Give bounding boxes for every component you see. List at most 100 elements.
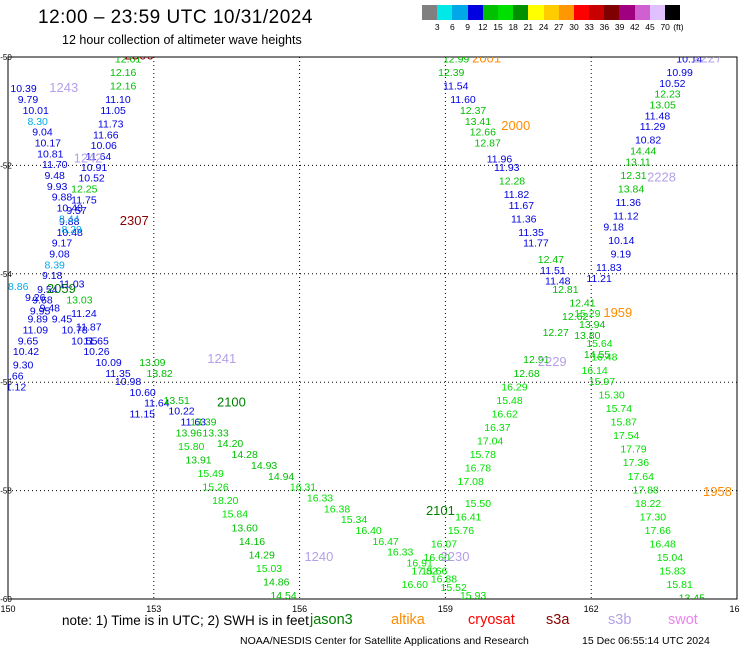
wave-height-value: 11.70	[42, 159, 68, 171]
wave-height-value: 12.81	[552, 284, 578, 296]
wave-height-value: 8.30	[27, 116, 48, 128]
pass-time-label: 2227	[693, 50, 722, 65]
wave-height-value: 12.37	[460, 105, 486, 117]
wave-height-value: 10.48	[57, 202, 83, 214]
wave-height-value: 15.29	[574, 308, 600, 320]
wave-height-value: 9.88	[59, 216, 80, 228]
legend-swatch	[482, 5, 498, 20]
wave-height-value: 11.36	[511, 213, 537, 225]
wave-height-value: 11.35	[105, 368, 131, 380]
legend-swatch	[528, 5, 544, 20]
y-tick-label: -54	[0, 270, 12, 279]
pass-time-label: 2230	[441, 549, 470, 564]
pass-time-label: 1241	[207, 351, 236, 366]
pass-time-label: 2059	[47, 281, 76, 296]
wave-height-value: 10.17	[35, 137, 61, 149]
wave-height-value: 12.47	[538, 254, 564, 266]
wave-height-value: 11.96	[487, 154, 513, 166]
x-tick-label: 153	[146, 604, 161, 614]
wave-height-value: 10.39	[10, 83, 36, 95]
wave-height-value: 12.23	[654, 89, 680, 101]
wave-height-value: 13.82	[147, 368, 173, 380]
generated-timestamp: 15 Dec 06:55:14 UTC 2024	[582, 635, 710, 647]
wave-height-value: 14.44	[630, 146, 656, 158]
wave-height-value: 11.10	[105, 94, 131, 106]
wave-height-value: 11.51	[540, 265, 566, 277]
wave-height-value: 13.39	[190, 417, 216, 429]
wave-height-value: 11.24	[71, 308, 97, 320]
wave-height-value: 13.96	[176, 427, 202, 439]
wave-height-value: 11.12	[613, 211, 639, 223]
wave-height-value: 12.31	[620, 170, 646, 182]
wave-height-value: 8.44	[59, 213, 80, 225]
wave-height-value: 16.91	[407, 557, 433, 569]
page-title: 12:00 – 23:59 UTC 10/31/2024	[38, 7, 313, 28]
x-tick-label: 162	[584, 604, 599, 614]
wave-height-value: 9.08	[49, 249, 70, 261]
wave-height-value: 11.64	[144, 398, 170, 410]
y-tick-label: -58	[0, 487, 12, 496]
wave-height-value: 12.91	[523, 354, 549, 366]
wave-height-value: 11.35	[518, 227, 544, 239]
wave-height-value: 18.20	[212, 495, 238, 507]
legend-unit: (ft)	[673, 22, 684, 32]
wave-height-value: 9.48	[40, 303, 61, 315]
legend-swatch	[452, 5, 468, 20]
satellite-cryosat: cryosat	[468, 612, 515, 628]
wave-height-value: 13.03	[66, 295, 92, 307]
wave-height-value: 16.29	[501, 381, 527, 393]
legend-label: 33	[584, 22, 594, 32]
wave-height-value: 10.42	[13, 346, 39, 358]
wave-height-value: 14.16	[239, 536, 265, 548]
wave-height-value: 13.33	[202, 427, 228, 439]
wave-height-value: 12.16	[110, 67, 136, 79]
wave-height-value: 9.88	[52, 192, 73, 204]
wave-height-value: 15.81	[667, 579, 693, 591]
wave-height-value: 15.50	[465, 498, 491, 510]
wave-height-value: 13.94	[579, 319, 605, 331]
x-tick-label: 150	[0, 604, 15, 614]
wave-height-value: 10.99	[667, 67, 693, 79]
wave-height-value: 14.94	[268, 471, 294, 483]
legend-swatch	[422, 5, 438, 20]
wave-height-value: 15.83	[659, 566, 685, 578]
wave-height-value: 11.09	[23, 324, 49, 336]
wave-height-value: 11.73	[98, 118, 124, 130]
wave-height-value: 16.31	[290, 482, 316, 494]
wave-height-value: 15.66	[421, 566, 447, 578]
wave-height-value: 11.65	[83, 335, 109, 347]
wave-height-value: 13.84	[618, 184, 644, 196]
wave-height-value: 11.21	[586, 273, 612, 285]
legend-swatch	[649, 5, 665, 20]
x-tick-label: 159	[438, 604, 453, 614]
wave-height-value: 12.87	[475, 137, 501, 149]
wave-height-value: 17.64	[628, 471, 654, 483]
wave-height-value: 16.37	[484, 422, 510, 434]
wave-height-value: 15.34	[341, 514, 367, 526]
legend-label: 3	[434, 22, 440, 32]
wave-height-value: 13.09	[139, 357, 165, 369]
wave-height-value: 11.67	[509, 200, 535, 212]
satellite-s3b: s3b	[608, 612, 632, 628]
legend-labels: 3 6 9 12 15 18 21 24 27 30 33 36 39 42 45 70 (ft)	[422, 20, 684, 32]
wave-height-value: 17.30	[640, 511, 666, 523]
wave-height-value: 9.68	[32, 295, 53, 307]
legend-swatch	[634, 5, 650, 20]
pass-time-label: 1240	[304, 549, 333, 564]
wave-height-value: 12.61	[115, 53, 141, 65]
wave-height-value: 11.64	[86, 151, 112, 163]
wave-height-value: 12.16	[110, 81, 136, 93]
wave-height-value: 16.40	[355, 525, 381, 537]
legend-label: 18	[508, 22, 518, 32]
wave-height-value: 11.75	[71, 194, 97, 206]
legend-label: 45	[645, 22, 655, 32]
page-subtitle: 12 hour collection of altimeter wave hei…	[62, 33, 302, 47]
wave-height-value: 12.66	[470, 127, 496, 139]
pass-time-label: 1959	[603, 305, 632, 320]
wave-height-value: 10.91	[81, 162, 107, 174]
y-tick-label: -60	[0, 595, 12, 604]
wave-height-value: 16.88	[431, 574, 457, 586]
wave-height-value: 17.54	[613, 430, 639, 442]
legend-label: 15	[493, 22, 503, 32]
wave-height-value: 11.82	[504, 189, 530, 201]
